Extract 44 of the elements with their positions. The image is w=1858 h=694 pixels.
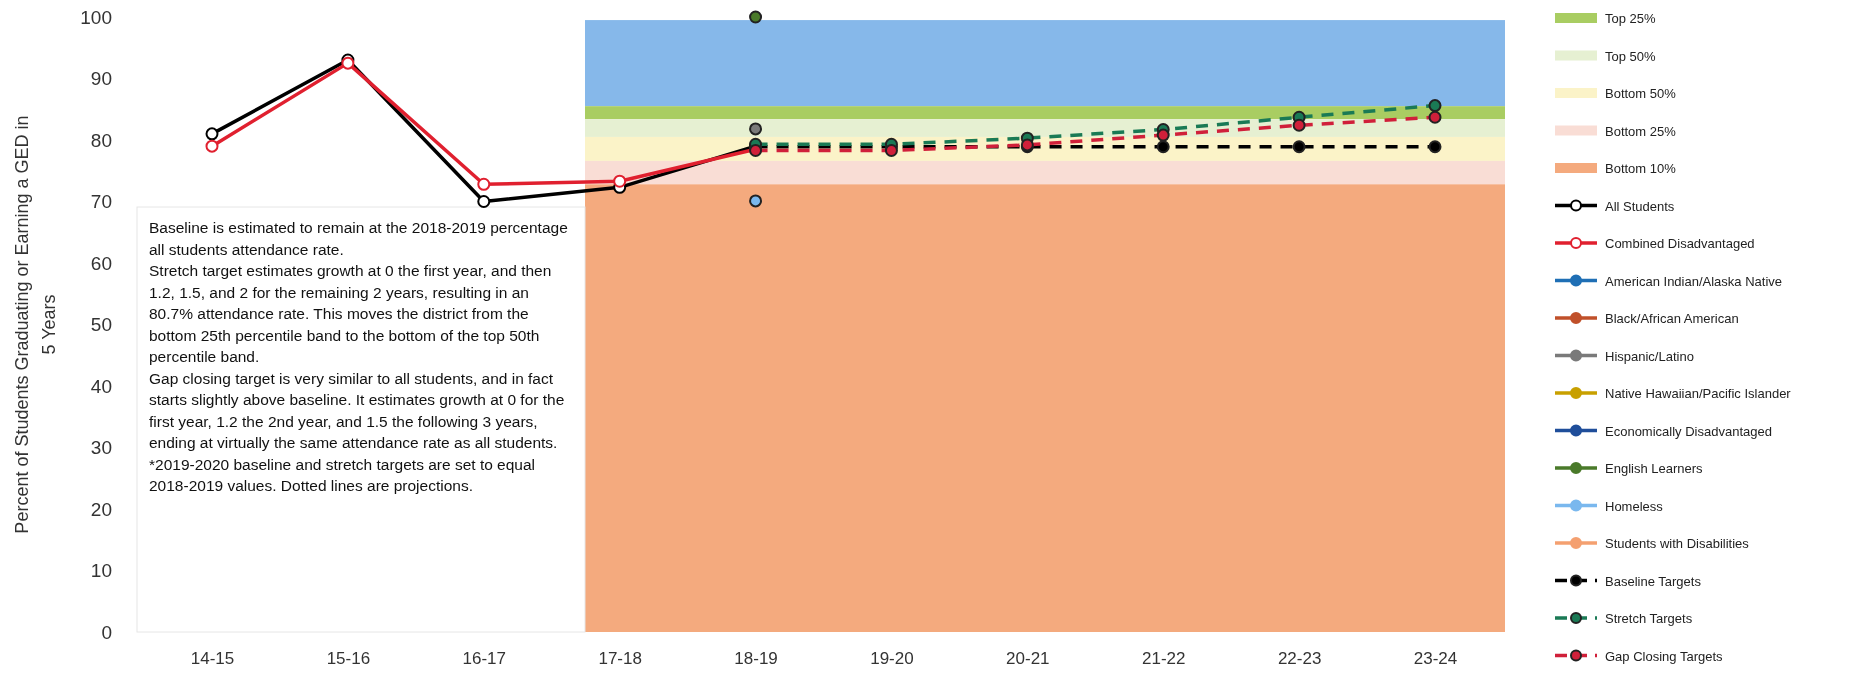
legend-label: Baseline Targets [1605,573,1702,589]
x-tick-label: 15-16 [326,649,371,669]
legend-label: Combined Disadvantaged [1605,236,1755,251]
x-tick-label: 22-23 [1277,649,1322,669]
y-tick-label: 10 [90,560,112,582]
legend-label: Students with Disabilities [1605,536,1750,551]
y-tick-label: 100 [80,6,112,28]
y-tick-label: 50 [90,314,112,336]
legend-label: All Students [1605,198,1675,214]
y-tick-label: 80 [90,129,112,151]
legend-label: American Indian/Alaska Native [1605,273,1783,289]
x-tick-label: 14-15 [190,649,235,669]
legend-label: Bottom 10% [1605,161,1677,176]
annotation: Stretch target estimates growth at 0 the first year, and then 1.2, 1.5, and 2 for the remaining 2 years, resulting in an 80.7% attendance rate. This moves the district from the bottom 25th percentile band to the bottom of the top 50th percentile band. [149,262,552,366]
y-tick-label: 40 [90,375,112,397]
y-axis-title: Percent of Students Graduating or Earning a GED in 5 Years [12,115,59,534]
x-tick-label: 20-21 [1006,649,1050,669]
legend-label: Stretch Targets [1605,611,1693,626]
x-tick-label: 16-17 [462,649,507,669]
x-tick-label: 23-24 [1413,649,1458,669]
y-tick-label: 0 [101,621,112,643]
y-tick-label: 30 [90,437,112,459]
x-tick-label: 19-20 [870,649,914,669]
legend-label: Hispanic/Latino [1605,348,1694,364]
y-tick-label: 90 [90,68,112,90]
legend-label: English Learners [1605,461,1704,476]
annotation: *2019-2020 baseline and stretch targets are set to equal 2018-2019 values. Dotted lines are projections. [149,455,536,495]
annotation: Baseline is estimated to remain at the 2018-2019 percentage all students attendance rate. [149,219,568,258]
x-tick-label: 21-22 [1141,649,1186,669]
y-tick-label: 20 [90,498,112,520]
annotation: Gap closing target is very similar to all students, and in fact starts slightly above baseline. It estimates growth at 0 for the first year, 1.2 the 2nd year, and 1.5 the following 3 years, ending at virtually the same attendance rate as all students. [149,369,565,452]
legend-label: Bottom 50% [1605,86,1677,101]
legend-label: Top 25% [1605,11,1657,26]
legend-label: Top 50% [1605,48,1657,64]
legend-label: Homeless [1605,498,1664,514]
y-tick-label: 60 [90,252,112,274]
y-tick-label: 70 [90,191,112,213]
legend-label: Economically Disadvantaged [1605,423,1772,439]
legend-label: Black/African American [1605,311,1739,326]
legend-label: Bottom 25% [1605,123,1677,139]
legend-label: Native Hawaiian/Pacific Islander [1605,386,1792,401]
legend-label: Gap Closing Targets [1605,648,1724,664]
x-tick-label: 18-19 [734,649,778,669]
x-tick-label: 17-18 [598,649,642,669]
